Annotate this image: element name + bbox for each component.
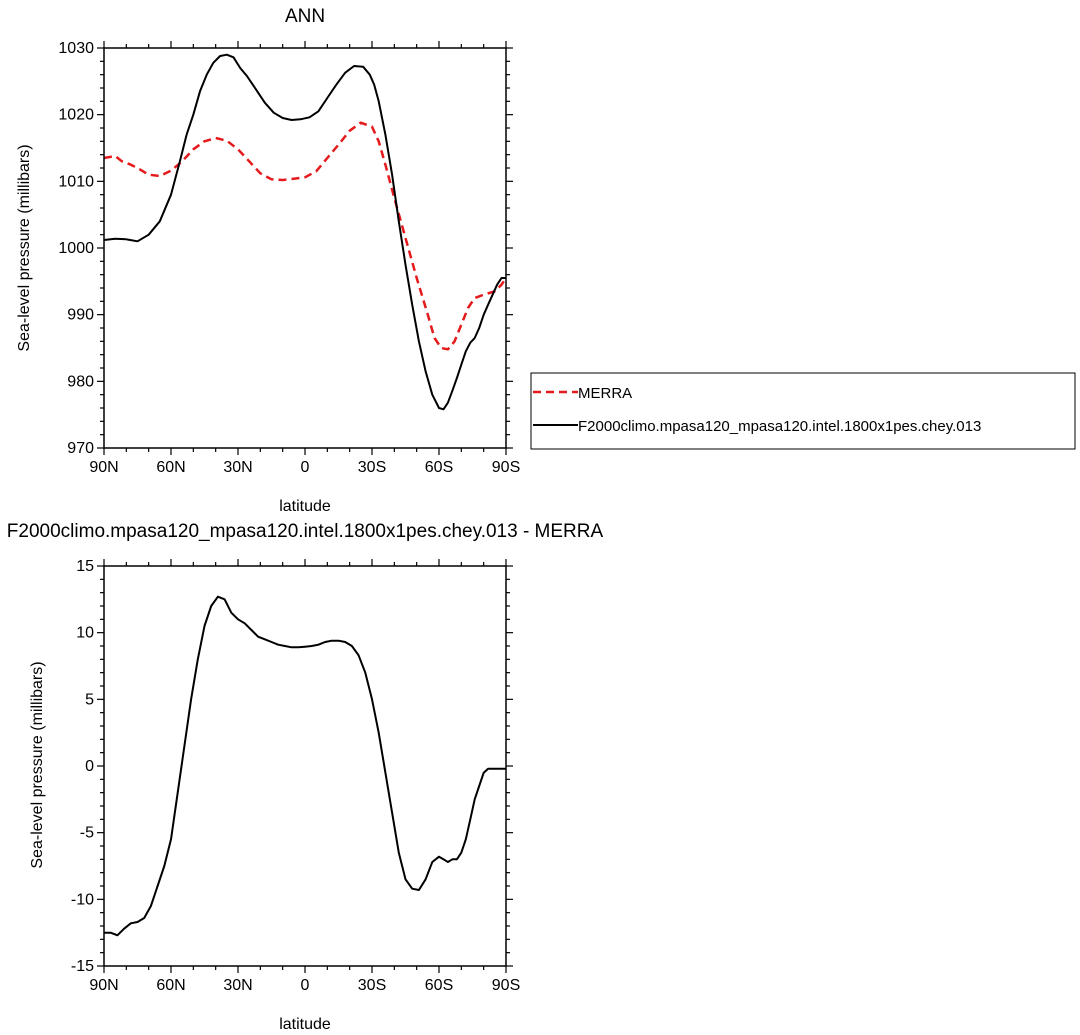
bottom-y-tick-label: -5 [80,825,94,842]
top-x-tick-label: 30N [223,459,252,476]
bottom-plot-area: 90N 60N 30N 0 30S 60S 90S -15 -10 -5 0 5 10 15 [71,558,520,994]
bottom-x-tick-label: 0 [301,977,310,994]
top-plot-frame [103,47,507,449]
legend: MERRA F2000climo.mpasa120_mpasa120.intel… [530,372,1076,450]
top-y-tick-label: 1000 [58,240,94,257]
legend-label-merra: MERRA [578,385,632,402]
top-x-tick-label: 60S [425,459,453,476]
bottom-y-tick-label: 5 [85,691,94,708]
top-plot-area: 90N 60N 30N 0 30S 60S 90S 970 980 990 1000 1010 1020… [58,40,520,476]
top-x-tick-label: 90S [492,459,520,476]
bottom-y-tick-label: -15 [71,958,94,975]
top-y-tick-label: 1020 [58,107,94,124]
top-chart-title: ANN [285,6,325,27]
bottom-x-axis-label: latitude [279,1016,331,1033]
top-y-tick-label: 970 [67,440,94,457]
bottom-x-tick-label: 30N [223,977,252,994]
top-y-tick-label: 990 [67,307,94,324]
legend-label-model: F2000climo.mpasa120_mpasa120.intel.1800x… [578,418,981,435]
top-panel: ANN 90N 60N 30N 0 30S 60S 90S 970 980 990 1000 1010… [16,6,520,515]
top-x-tick-label: 30S [358,459,386,476]
bottom-series-line-0 [104,595,506,937]
top-y-tick-label: 980 [67,373,94,390]
bottom-panel: F2000climo.mpasa120_mpasa120.intel.1800x… [7,521,604,1033]
top-series-line-1 [103,53,506,411]
bottom-y-tick-label: 0 [85,758,94,775]
bottom-x-tick-label: 30S [358,977,386,994]
bottom-y-tick-label: -10 [71,891,94,908]
top-series-line-0 [103,121,508,351]
bottom-chart-title: F2000climo.mpasa120_mpasa120.intel.1800x… [7,521,604,542]
bottom-plot-frame [103,565,507,967]
top-x-tick-label: 0 [301,459,310,476]
top-y-tick-label: 1030 [58,40,94,57]
bottom-x-tick-label: 60S [425,977,453,994]
bottom-y-axis-label: Sea-level pressure (millibars) [29,661,46,868]
top-x-tick-label: 60N [156,459,185,476]
top-y-axis-label: Sea-level pressure (millibars) [16,144,33,351]
top-x-axis-label: latitude [279,498,331,515]
bottom-x-tick-label: 60N [156,977,185,994]
top-y-tick-label: 1010 [58,173,94,190]
legend-box [530,372,1076,450]
bottom-x-tick-label: 90N [89,977,118,994]
bottom-y-tick-label: 10 [76,625,94,642]
bottom-y-tick-label: 15 [76,558,94,575]
bottom-x-tick-label: 90S [492,977,520,994]
top-x-tick-label: 90N [89,459,118,476]
